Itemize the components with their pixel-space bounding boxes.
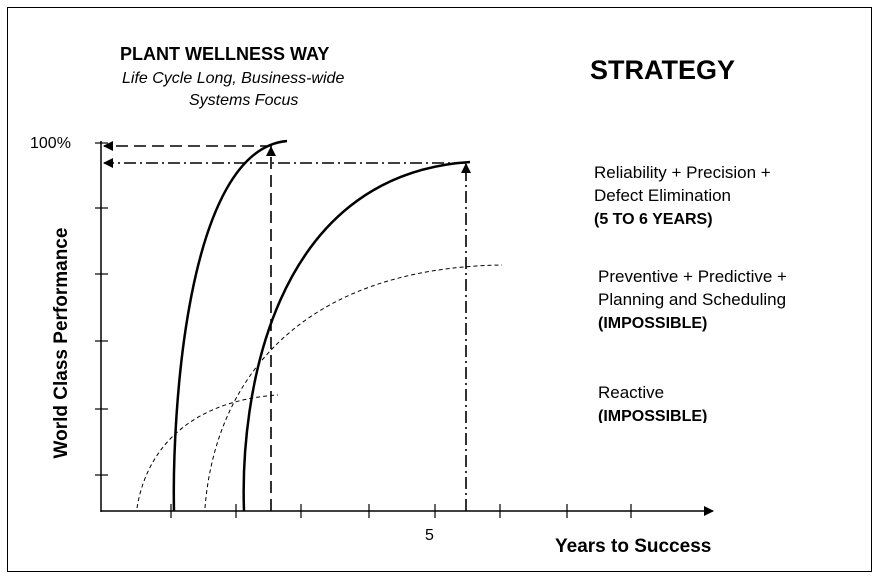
strategy-reliability-label: Reliability + Precision + Defect Elimina…	[594, 161, 771, 231]
strategy-preventive-label: Preventive + Predictive + Planning and S…	[598, 265, 787, 335]
strategy-line: Defect Elimination	[594, 186, 732, 205]
diagram-subtitle-line2: Systems Focus	[189, 92, 299, 109]
diagram-title: PLANT WELLNESS WAY	[120, 44, 330, 64]
x-axis-ticks	[170, 504, 632, 518]
x-axis-label: Years to Success	[555, 536, 712, 557]
strategy-line: Reliability + Precision +	[594, 163, 771, 182]
x-tick-label-5: 5	[425, 527, 434, 544]
strategy-reactive-label: Reactive (IMPOSSIBLE)	[598, 381, 707, 423]
strategy-note: (IMPOSSIBLE)	[598, 408, 708, 423]
reliability-curve-fast	[172, 139, 288, 512]
strategy-heading: STRATEGY	[590, 55, 736, 85]
strategy-line: Reactive	[598, 383, 665, 402]
y-tick-label-100: 100%	[30, 135, 71, 152]
strategy-line: Planning and Scheduling	[598, 290, 787, 309]
y-axis-label: World Class Performance	[51, 227, 72, 459]
reactive-curve	[136, 394, 279, 509]
diagram-subtitle-line1: Life Cycle Long, Business-wide	[122, 70, 345, 87]
preventive-curve	[204, 264, 503, 509]
diagram-frame	[7, 7, 872, 572]
reliability-curve-slow	[242, 160, 471, 512]
strategy-note: (5 TO 6 YEARS)	[594, 211, 713, 228]
strategy-line: Preventive + Predictive +	[598, 267, 787, 286]
strategy-note: (IMPOSSIBLE)	[598, 315, 708, 332]
